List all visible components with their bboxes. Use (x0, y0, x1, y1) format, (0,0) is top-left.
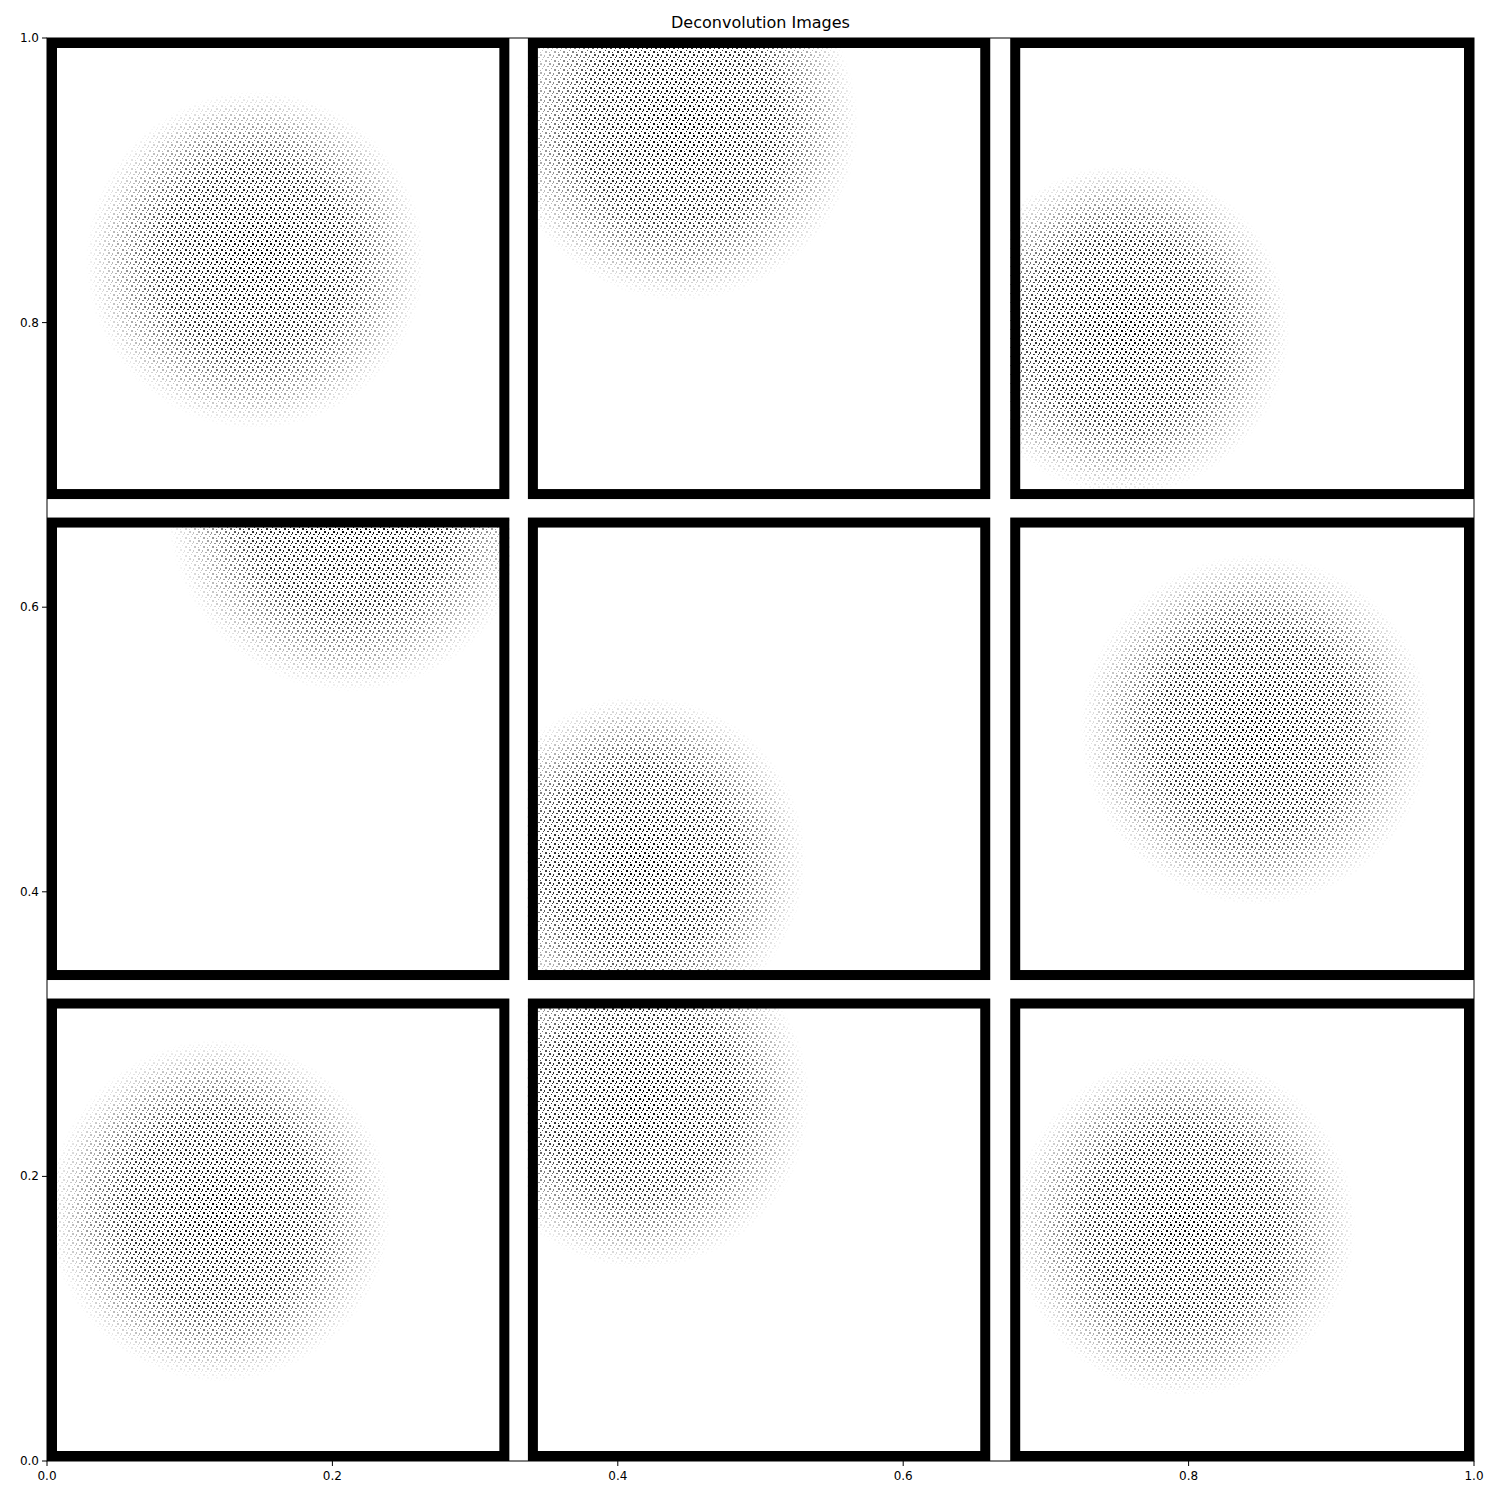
y-tick-label: 0.6 (20, 600, 39, 614)
blob (167, 518, 509, 692)
x-tick-label: 0.8 (1179, 1469, 1198, 1483)
blob (1080, 554, 1432, 905)
panel-background (47, 38, 509, 499)
y-tick (42, 891, 47, 892)
panel (503, 0, 991, 499)
y-tick (42, 322, 47, 323)
blob (528, 695, 806, 980)
panel (47, 999, 509, 1461)
panel (47, 329, 532, 980)
blob (1013, 1054, 1356, 1397)
panel (475, 518, 990, 1026)
panel-background (47, 999, 509, 1461)
panel-frame (52, 523, 504, 975)
blob (86, 91, 425, 429)
axes-frame (47, 38, 1474, 1461)
panel-frame (533, 1004, 985, 1456)
panel (47, 38, 509, 499)
blob (1010, 165, 1290, 495)
y-tick (42, 607, 47, 608)
panel-frame (52, 1004, 504, 1456)
panel-frame (533, 43, 985, 494)
panel (959, 38, 1474, 499)
y-tick-label: 0.0 (20, 1454, 39, 1468)
x-tick-label: 0.2 (323, 1469, 342, 1483)
x-tick (332, 1461, 333, 1466)
x-tick-label: 1.0 (1464, 1469, 1483, 1483)
y-tick (42, 1176, 47, 1177)
panel-frame (52, 43, 504, 494)
panel (1010, 999, 1474, 1461)
panel-frame (1015, 523, 1469, 975)
x-tick (1188, 1461, 1189, 1466)
x-tick (903, 1461, 904, 1466)
y-tick-label: 0.2 (20, 1169, 39, 1183)
y-tick-label: 0.4 (20, 885, 39, 899)
panel (1010, 518, 1474, 980)
x-tick-label: 0.4 (608, 1469, 627, 1483)
x-tick (617, 1461, 618, 1466)
figure: Deconvolution Images 0.0 0.2 0.4 0.6 0.8 1.0 0.… (0, 0, 1500, 1500)
y-tick-label: 0.8 (20, 316, 39, 330)
panel-frame (1015, 43, 1469, 494)
x-tick-label: 0.0 (37, 1469, 56, 1483)
panel-frame (533, 523, 985, 975)
panel-background (1010, 518, 1474, 980)
blob (48, 1039, 391, 1382)
x-tick-label: 0.6 (894, 1469, 913, 1483)
y-tick-label: 1.0 (20, 31, 39, 45)
panel-frame (1015, 1004, 1469, 1456)
x-tick (47, 1461, 48, 1466)
blob (528, 999, 810, 1269)
x-tick (1474, 1461, 1475, 1466)
panel (471, 930, 990, 1461)
blob (528, 38, 859, 301)
y-tick (42, 38, 47, 39)
title: Deconvolution Images (671, 13, 850, 32)
y-tick (42, 1461, 47, 1462)
panel-background (1010, 999, 1474, 1461)
